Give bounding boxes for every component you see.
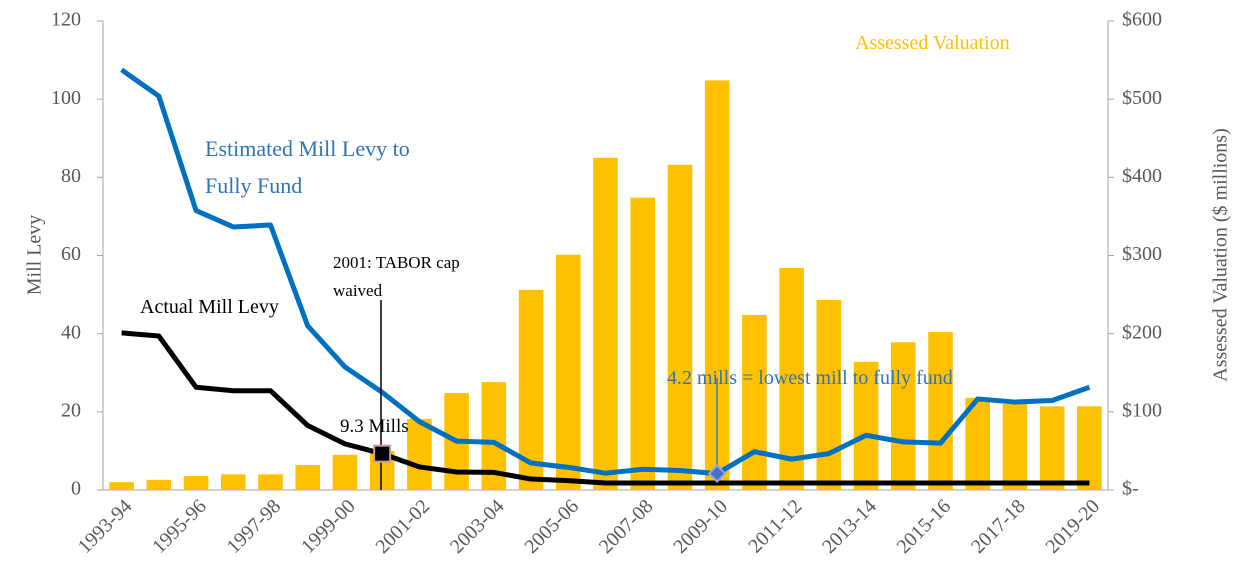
y2-axis-label: Assessed Valuation ($ millions): [1210, 128, 1232, 382]
y-tick-label: 80: [61, 165, 81, 187]
bar: [1077, 406, 1102, 490]
x-tick-label: 2011-12: [744, 495, 806, 557]
bar: [593, 157, 618, 490]
x-tick-label: 2017-18: [967, 495, 1030, 558]
x-tick-label: 2009-10: [669, 495, 732, 558]
bar: [1039, 406, 1065, 490]
y-tick-label: 0: [71, 478, 81, 500]
mills-annotation: 9.3 Mills: [340, 416, 409, 437]
y2-tick-label: $200: [1122, 321, 1162, 343]
line: [121, 330, 1090, 486]
bar: [742, 314, 767, 490]
x-tick-label: 2005-06: [520, 495, 583, 558]
bar-series-label: Assessed Valuation: [855, 32, 1010, 54]
y2-tick-label: $400: [1122, 165, 1162, 187]
line: [120, 67, 1091, 477]
bar: [630, 197, 656, 490]
y-tick-label: 100: [51, 87, 81, 109]
bar: [816, 300, 842, 490]
marker-diamond: [707, 464, 727, 483]
x-tick-label: 2001-02: [371, 495, 434, 558]
tabor-annotation: 2001: TABOR cap waived: [333, 253, 460, 300]
bar: [220, 474, 246, 490]
x-tick-label: 1997-98: [223, 495, 286, 558]
bar: [1002, 404, 1028, 490]
y-tick-label: 20: [61, 399, 81, 421]
bar: [258, 474, 283, 490]
y-tick-label: 40: [61, 321, 81, 343]
y2-tick-label: $500: [1122, 87, 1162, 109]
bar: [146, 479, 172, 490]
bar: [555, 254, 581, 490]
x-tick-label: 1999-00: [297, 495, 360, 558]
bar: [890, 342, 916, 490]
y-tick-label: 120: [51, 9, 81, 31]
x-tick-label: 2007-08: [595, 495, 658, 558]
y2-tick-label: $100: [1122, 399, 1162, 421]
bar: [965, 397, 991, 490]
y2-tick-label: $300: [1122, 243, 1162, 265]
x-tick-label: 1995-96: [148, 495, 211, 558]
bar: [407, 418, 432, 490]
x-tick-label: 2019-20: [1041, 495, 1104, 558]
bar: [183, 475, 209, 490]
bar: [667, 164, 693, 490]
black-series-label: Actual Mill Levy: [140, 296, 279, 318]
bar: [853, 361, 879, 490]
bar: [332, 454, 358, 490]
marker-square: [373, 444, 392, 463]
lowest-annotation: 4.2 mills = lowest mill to fully fund: [667, 367, 953, 389]
y2-tick-label: $-: [1122, 478, 1139, 500]
x-tick-label: 2003-04: [446, 495, 509, 558]
bar: [928, 332, 953, 490]
bar: [109, 482, 134, 490]
blue-series-label: Estimated Mill Levy to Fully Fund: [205, 136, 410, 198]
x-tick-label: 2013-14: [818, 495, 881, 558]
y-tick-label: 60: [61, 243, 81, 265]
x-tick-label: 1993-94: [74, 495, 137, 558]
bar: [779, 268, 804, 490]
y2-tick-label: $600: [1122, 9, 1162, 31]
x-tick-label: 2015-16: [893, 495, 956, 558]
bar: [295, 464, 321, 490]
y-axis-label: Mill Levy: [24, 215, 46, 296]
